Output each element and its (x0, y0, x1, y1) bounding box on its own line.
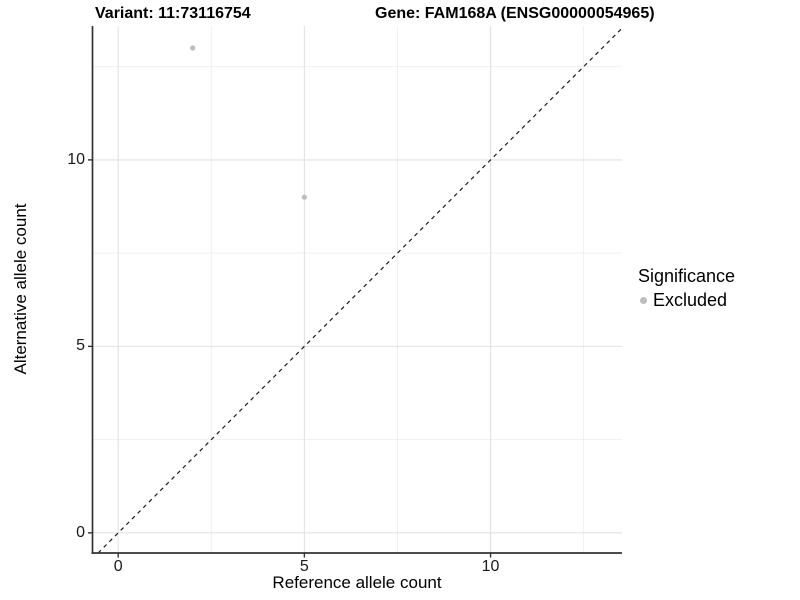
plot-title-gene: Gene: FAM168A (ENSG00000054965) (375, 5, 655, 22)
legend-items: Excluded (638, 290, 735, 312)
x-tick-label: 0 (113, 558, 123, 575)
identity-dashed-line (97, 27, 623, 554)
y-axis-label: Alternative allele count (11, 203, 30, 375)
data-point (301, 194, 307, 200)
legend: Significance Excluded (638, 265, 735, 311)
legend-item-label: Excluded (653, 289, 728, 310)
data-point (190, 45, 196, 51)
y-tick-label: 5 (76, 337, 85, 355)
plot-title-variant: Variant: 11:73116754 (95, 5, 251, 22)
x-tick-label: 10 (481, 558, 500, 575)
y-tick-label: 10 (67, 150, 85, 168)
y-tick-label: 0 (76, 523, 85, 541)
legend-item: Excluded (638, 290, 735, 312)
legend-title: Significance (638, 266, 736, 286)
legend-point-icon (640, 296, 647, 304)
x-tick-label: 5 (299, 558, 309, 575)
x-axis-label: Reference allele count (272, 573, 442, 592)
